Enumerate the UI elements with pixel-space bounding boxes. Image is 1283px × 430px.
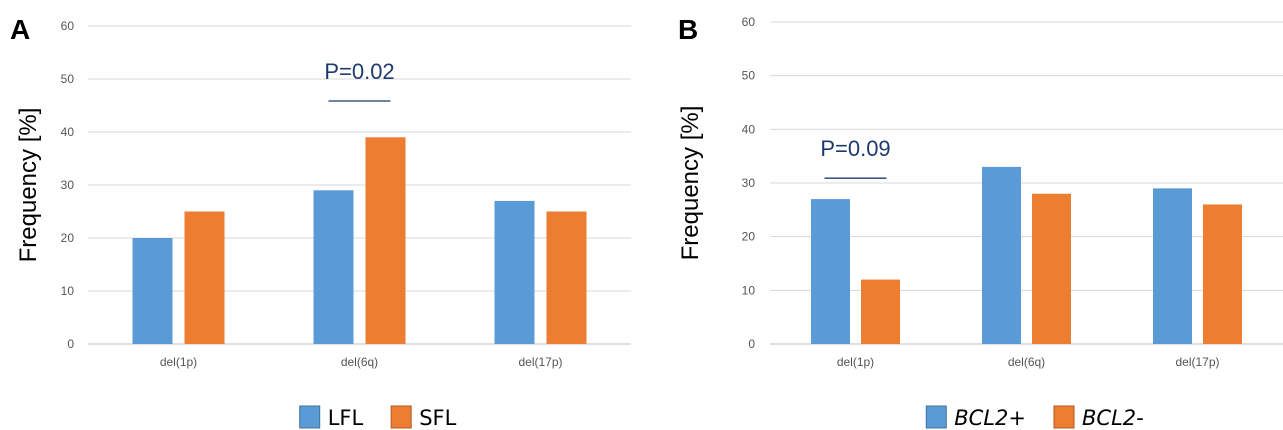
chart-a-y-axis-label: Frequency [%] — [15, 108, 42, 263]
chart-a-panel-letter: A — [10, 14, 30, 45]
chart-a-legend-label-sfl: SFL — [419, 406, 456, 430]
chart-a-y-tick-60: 60 — [61, 19, 75, 33]
chart-b-bar-bcl2-0 — [861, 279, 900, 344]
chart-b-y-tick-10: 10 — [742, 283, 756, 297]
chart-b-legend-swatch-bcl2 — [925, 405, 947, 429]
chart-b-y-tick-50: 50 — [742, 69, 756, 83]
chart-a-x-tick-1: del(6q) — [341, 355, 378, 369]
chart-b-legend-label-bcl2: BCL2- — [1082, 406, 1144, 430]
chart-b-bar-bcl2-1 — [982, 166, 1021, 344]
chart-a-y-tick-50: 50 — [61, 72, 75, 86]
chart-a-y-tick-40: 40 — [61, 125, 75, 139]
chart-a-y-tick-10: 10 — [61, 284, 75, 298]
chart-a-bar-sfl-0 — [184, 211, 225, 344]
chart-a-bar-sfl-2 — [546, 211, 587, 344]
chart-a-bar-sfl-1 — [365, 137, 406, 344]
chart-b-bar-bcl2-2 — [1153, 188, 1192, 344]
chart-b-bar-bcl2-0 — [811, 199, 850, 344]
chart-b-y-axis-label: Frequency [%] — [677, 106, 704, 261]
chart-b-y-tick-40: 40 — [742, 122, 756, 136]
chart-b-legend-label-bcl2: BCL2+ — [954, 406, 1026, 430]
chart-b-y-tick-60: 60 — [742, 15, 756, 29]
chart-a-svg: A Frequency [%] 0 10 20 30 40 50 60 del(1p) del(6q… — [10, 14, 631, 430]
chart-b-y-tick-0: 0 — [748, 337, 755, 351]
chart-a-x-tick-0: del(1p) — [160, 355, 197, 369]
chart-a-bar-lfl-2 — [494, 200, 535, 344]
chart-b-bar-bcl2-1 — [1032, 193, 1071, 344]
chart-a-pvalue-label: P=0.02 — [324, 59, 394, 84]
chart-b-svg: B Frequency [%] 0 10 20 30 40 50 60 del(1p) del(6q… — [677, 14, 1283, 430]
chart-a-legend-swatch-lfl — [299, 405, 321, 429]
chart-a-x-tick-2: del(17p) — [518, 355, 562, 369]
chart-b-bar-bcl2-2 — [1203, 204, 1242, 344]
chart-a-legend-swatch-sfl — [390, 405, 412, 429]
chart-a-bar-lfl-1 — [313, 190, 354, 344]
chart-b-y-tick-20: 20 — [742, 230, 756, 244]
chart-b-x-tick-1: del(6q) — [1008, 355, 1045, 369]
chart-a-bar-lfl-0 — [132, 238, 173, 344]
chart-b-x-tick-0: del(1p) — [837, 355, 874, 369]
chart-panel-b: B Frequency [%] 0 10 20 30 40 50 60 del(1p) del(6q… — [660, 0, 1283, 430]
chart-b-y-tick-30: 30 — [742, 176, 756, 190]
chart-b-panel-letter: B — [678, 14, 698, 45]
chart-panel-a: A Frequency [%] 0 10 20 30 40 50 60 del(1p) del(6q… — [0, 0, 641, 430]
chart-b-x-tick-2: del(17p) — [1175, 355, 1219, 369]
chart-a-legend-label-lfl: LFL — [328, 406, 364, 430]
chart-b-pvalue-label: P=0.09 — [820, 136, 890, 161]
chart-a-y-tick-0: 0 — [67, 337, 74, 351]
chart-a-y-tick-20: 20 — [61, 231, 75, 245]
chart-a-y-tick-30: 30 — [61, 178, 75, 192]
chart-b-legend-swatch-bcl2 — [1053, 405, 1075, 429]
